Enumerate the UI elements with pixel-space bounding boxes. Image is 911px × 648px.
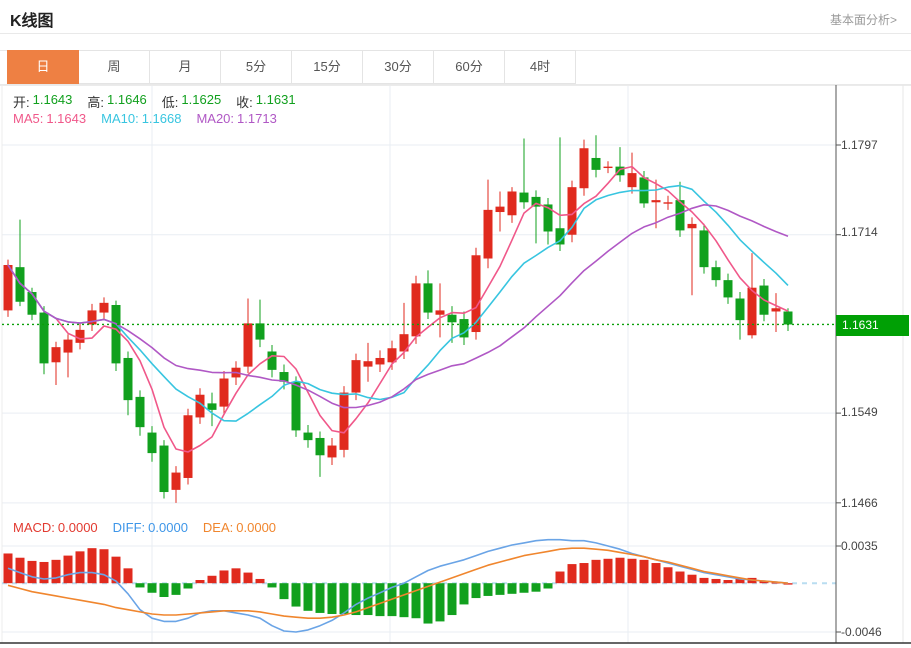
diff-line: [7, 538, 789, 633]
open-label: 开:: [13, 95, 30, 110]
axis-ticks: [836, 144, 841, 633]
dea-value: 0.0000: [236, 520, 277, 535]
diff-value: 0.0000: [148, 520, 188, 535]
ohlc-legend: 开: 1.1643 高: 1.1646 低: 1.1625 收: 1.1631: [13, 92, 311, 111]
ma-legend: MA5: 1.1643 MA10: 1.1668 MA20: 1.1713: [13, 111, 292, 126]
fundamental-analysis-link[interactable]: 基本面分析>: [829, 13, 897, 27]
low-value: 1.1625: [181, 92, 222, 107]
tab-day[interactable]: 日: [7, 50, 79, 84]
high-value: 1.1646: [107, 92, 147, 107]
grid-layer: [0, 85, 911, 643]
candles-layer: [3, 135, 793, 503]
ma5-label: MA5:: [13, 111, 44, 126]
tab-5min[interactable]: 5分: [220, 50, 292, 84]
price-tick-2: 1.1714: [841, 225, 878, 239]
chart-top-border: [0, 84, 911, 85]
tab-4hour[interactable]: 4时: [504, 50, 576, 84]
diff-label: DIFF:: [112, 520, 146, 535]
high-label: 高:: [87, 95, 105, 110]
tab-15min[interactable]: 15分: [291, 50, 363, 84]
current-price-badge: 1.1631: [836, 315, 909, 336]
ma20-value: 1.1713: [237, 111, 277, 126]
close-value: 1.1631: [255, 92, 296, 107]
ma10-line: [7, 184, 789, 422]
price-tick-1: 1.1797: [841, 138, 878, 152]
dea-label: DEA:: [202, 520, 234, 535]
price-tick-3: 1.1549: [841, 405, 878, 419]
low-label: 低:: [161, 95, 179, 110]
tab-month[interactable]: 月: [149, 50, 221, 84]
ma20-line: [7, 204, 789, 409]
macd-value: 0.0000: [57, 520, 98, 535]
ma5-line: [7, 165, 789, 453]
macd-histogram: [3, 548, 793, 624]
tab-week[interactable]: 周: [78, 50, 150, 84]
macd-tick-1: 0.0035: [841, 539, 878, 553]
header-divider: [0, 33, 911, 34]
ma20-label: MA20:: [196, 111, 235, 126]
tab-60min[interactable]: 60分: [433, 50, 505, 84]
dea-line: [7, 547, 789, 620]
macd-label: MACD:: [13, 520, 55, 535]
close-label: 收:: [236, 95, 253, 110]
page-title: K线图: [10, 13, 54, 30]
chart-canvas: [0, 85, 911, 644]
macd-legend: MACD: 0.0000 DIFF: 0.0000 DEA: 0.0000: [13, 520, 291, 535]
price-tick-4: 1.1466: [841, 496, 878, 510]
period-tabs: 日 周 月 5分 15分 30分 60分 4时: [7, 50, 576, 84]
open-value: 1.1643: [32, 92, 73, 107]
ma10-label: MA10:: [101, 111, 139, 126]
ma10-value: 1.1668: [141, 111, 182, 126]
tab-30min[interactable]: 30分: [362, 50, 434, 84]
ma5-value: 1.1643: [46, 111, 87, 126]
macd-tick-2: -0.0046: [841, 625, 882, 639]
candlestick-chart[interactable]: [0, 85, 911, 648]
